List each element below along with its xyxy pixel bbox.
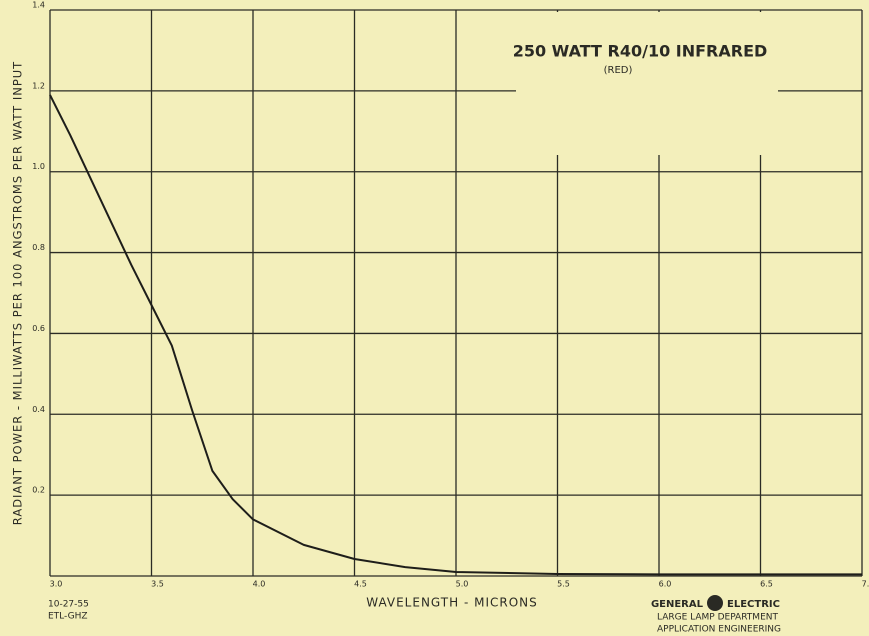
chart-subtitle: (RED): [604, 65, 633, 76]
department: APPLICATION ENGINEERING: [657, 625, 781, 635]
chart-title: 250 WATT R40/10 INFRARED: [513, 42, 768, 61]
x-tick-label: 3.5: [151, 580, 164, 589]
x-tick-label: 4.0: [253, 580, 266, 589]
company-name: ELECTRIC: [727, 599, 780, 610]
logo: [707, 595, 723, 611]
y-tick-label: 1.2: [32, 81, 45, 90]
department: LARGE LAMP DEPARTMENT: [657, 613, 778, 623]
y-axis-label: RADIANT POWER - MILLIWATTS PER 100 ANGST…: [11, 61, 25, 525]
x-tick-label: 7.0: [862, 580, 869, 589]
y-tick-label: 1.4: [32, 1, 45, 10]
line-series: [49, 94, 862, 576]
x-tick-label: 3.0: [50, 580, 63, 589]
y-tick-label: 0.6: [32, 324, 45, 333]
y-tick-label: 1.0: [32, 162, 45, 171]
y-tick-label: 0.8: [32, 243, 45, 252]
y-tick-label: 0.4: [32, 405, 45, 414]
date-note: 10-27-55: [48, 600, 89, 610]
x-tick-label: 5.0: [456, 580, 469, 589]
x-tick-label: 5.5: [557, 580, 570, 589]
x-tick-label: 4.5: [354, 580, 367, 589]
title-panel: [516, 12, 778, 155]
x-tick-label: 6.5: [760, 580, 773, 589]
x-axis-label: WAVELENGTH - MICRONS: [366, 596, 538, 610]
y-tick-label: 0.2: [32, 486, 45, 495]
company-name: GENERAL: [651, 599, 704, 610]
author-note: ETL-GHZ: [48, 612, 88, 622]
x-tick-label: 6.0: [659, 580, 672, 589]
